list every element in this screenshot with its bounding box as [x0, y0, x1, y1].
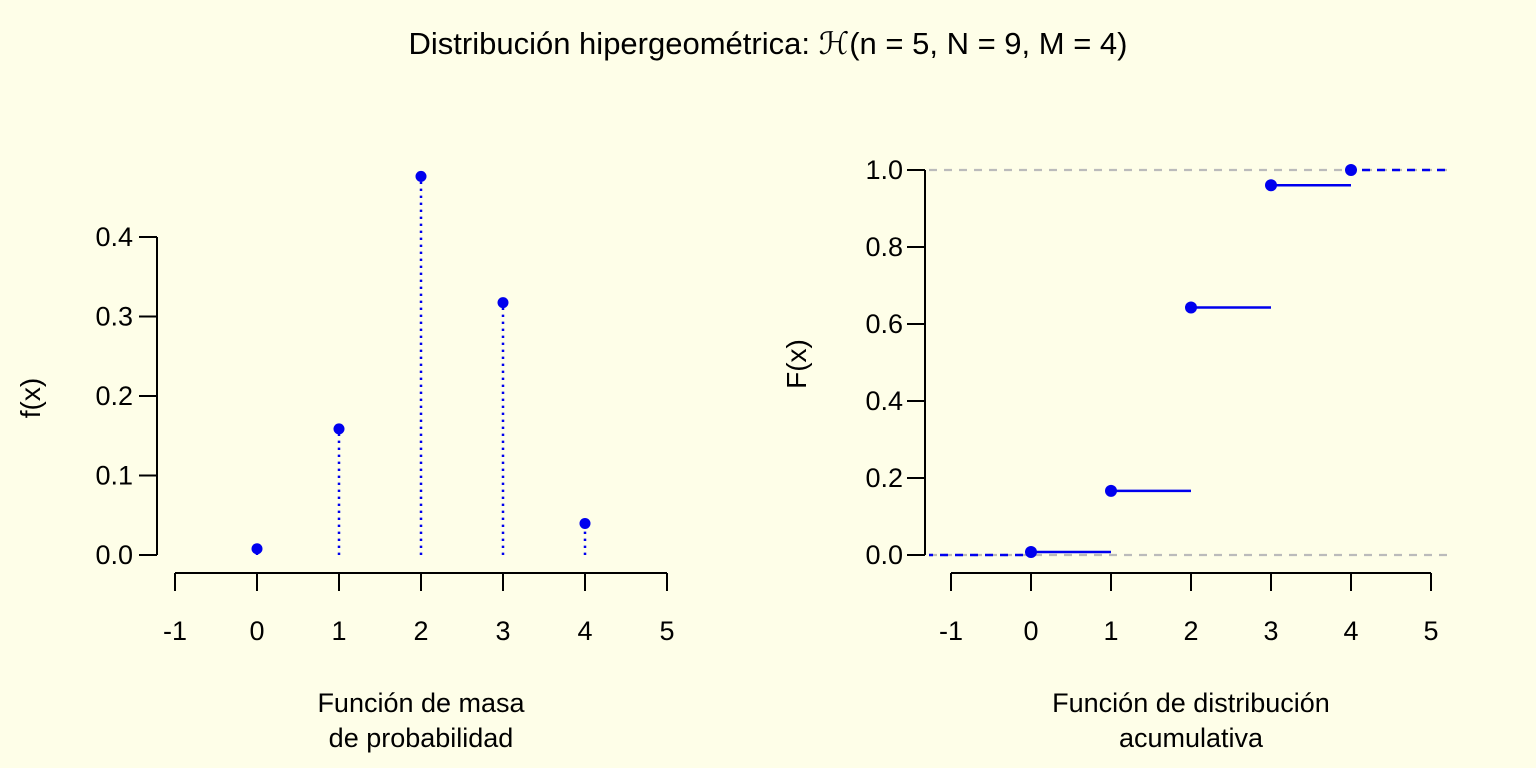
x-tick-label: -1	[163, 616, 187, 646]
pmf-point	[333, 423, 345, 435]
cdf-point	[1345, 164, 1357, 176]
y-tick-label: 0.4	[865, 386, 903, 416]
y-tick-label: 0.4	[95, 222, 133, 252]
x-tick-label: 1	[1103, 616, 1118, 646]
cdf-y-axis-title: F(x)	[781, 339, 812, 389]
x-tick-label: 4	[577, 616, 592, 646]
chart-title-text: Distribución hipergeométrica:	[408, 26, 819, 61]
x-tick-label: 4	[1343, 616, 1358, 646]
x-tick-label: 3	[1263, 616, 1278, 646]
x-tick-label: 0	[1023, 616, 1038, 646]
y-tick-label: 0.1	[95, 461, 133, 491]
pmf-x-axis-title-line1: Función de masa	[317, 688, 525, 718]
pmf-point	[251, 543, 263, 555]
cdf-x-axis-title-line2: acumulativa	[1118, 723, 1264, 753]
pmf-panel: 0.0 0.1 0.2 0.3 0.4 -1 0 1 2 3 4 5	[95, 170, 675, 646]
cdf-panel: 0.0 0.2 0.4 0.6 0.8 1.0 -1 0 1 2 3 4 5	[865, 155, 1452, 646]
chart-title: Distribución hipergeométrica: ℋ(n = 5, N…	[0, 26, 1536, 62]
x-tick-label: 3	[495, 616, 510, 646]
y-tick-label: 0.0	[865, 540, 903, 570]
x-tick-label: 2	[1183, 616, 1198, 646]
y-tick-label: 0.3	[95, 302, 133, 332]
pmf-y-axis-title: f(x)	[15, 377, 46, 419]
x-tick-label: 2	[413, 616, 428, 646]
y-tick-label: 1.0	[865, 155, 903, 185]
pmf-x-axis-title-line2: de probabilidad	[328, 723, 514, 753]
cdf-point	[1105, 484, 1117, 497]
cdf-point	[1265, 179, 1277, 192]
cdf-x-axis-title: Función de distribución acumulativa	[931, 686, 1451, 756]
cdf-x-axis-title-line1: Función de distribución	[1052, 688, 1330, 718]
pmf-point	[497, 297, 509, 309]
x-tick-label: 5	[1423, 616, 1438, 646]
y-tick-label: 0.6	[865, 309, 903, 339]
y-tick-label: 0.8	[865, 232, 903, 262]
x-tick-label: 1	[331, 616, 346, 646]
x-tick-label: 5	[659, 616, 674, 646]
script-h-symbol: ℋ	[818, 26, 850, 62]
chart-title-params: (n = 5, N = 9, M = 4)	[849, 26, 1128, 61]
pmf-point	[579, 517, 591, 529]
pmf-point	[415, 170, 427, 182]
y-tick-label: 0.2	[865, 463, 903, 493]
y-tick-label: 0.0	[95, 540, 133, 570]
cdf-point	[1025, 545, 1037, 558]
y-tick-label: 0.2	[95, 381, 133, 411]
x-tick-label: 0	[249, 616, 264, 646]
cdf-point	[1185, 301, 1197, 314]
pmf-x-axis-title: Función de masa de probabilidad	[161, 686, 681, 756]
x-tick-label: -1	[939, 616, 963, 646]
